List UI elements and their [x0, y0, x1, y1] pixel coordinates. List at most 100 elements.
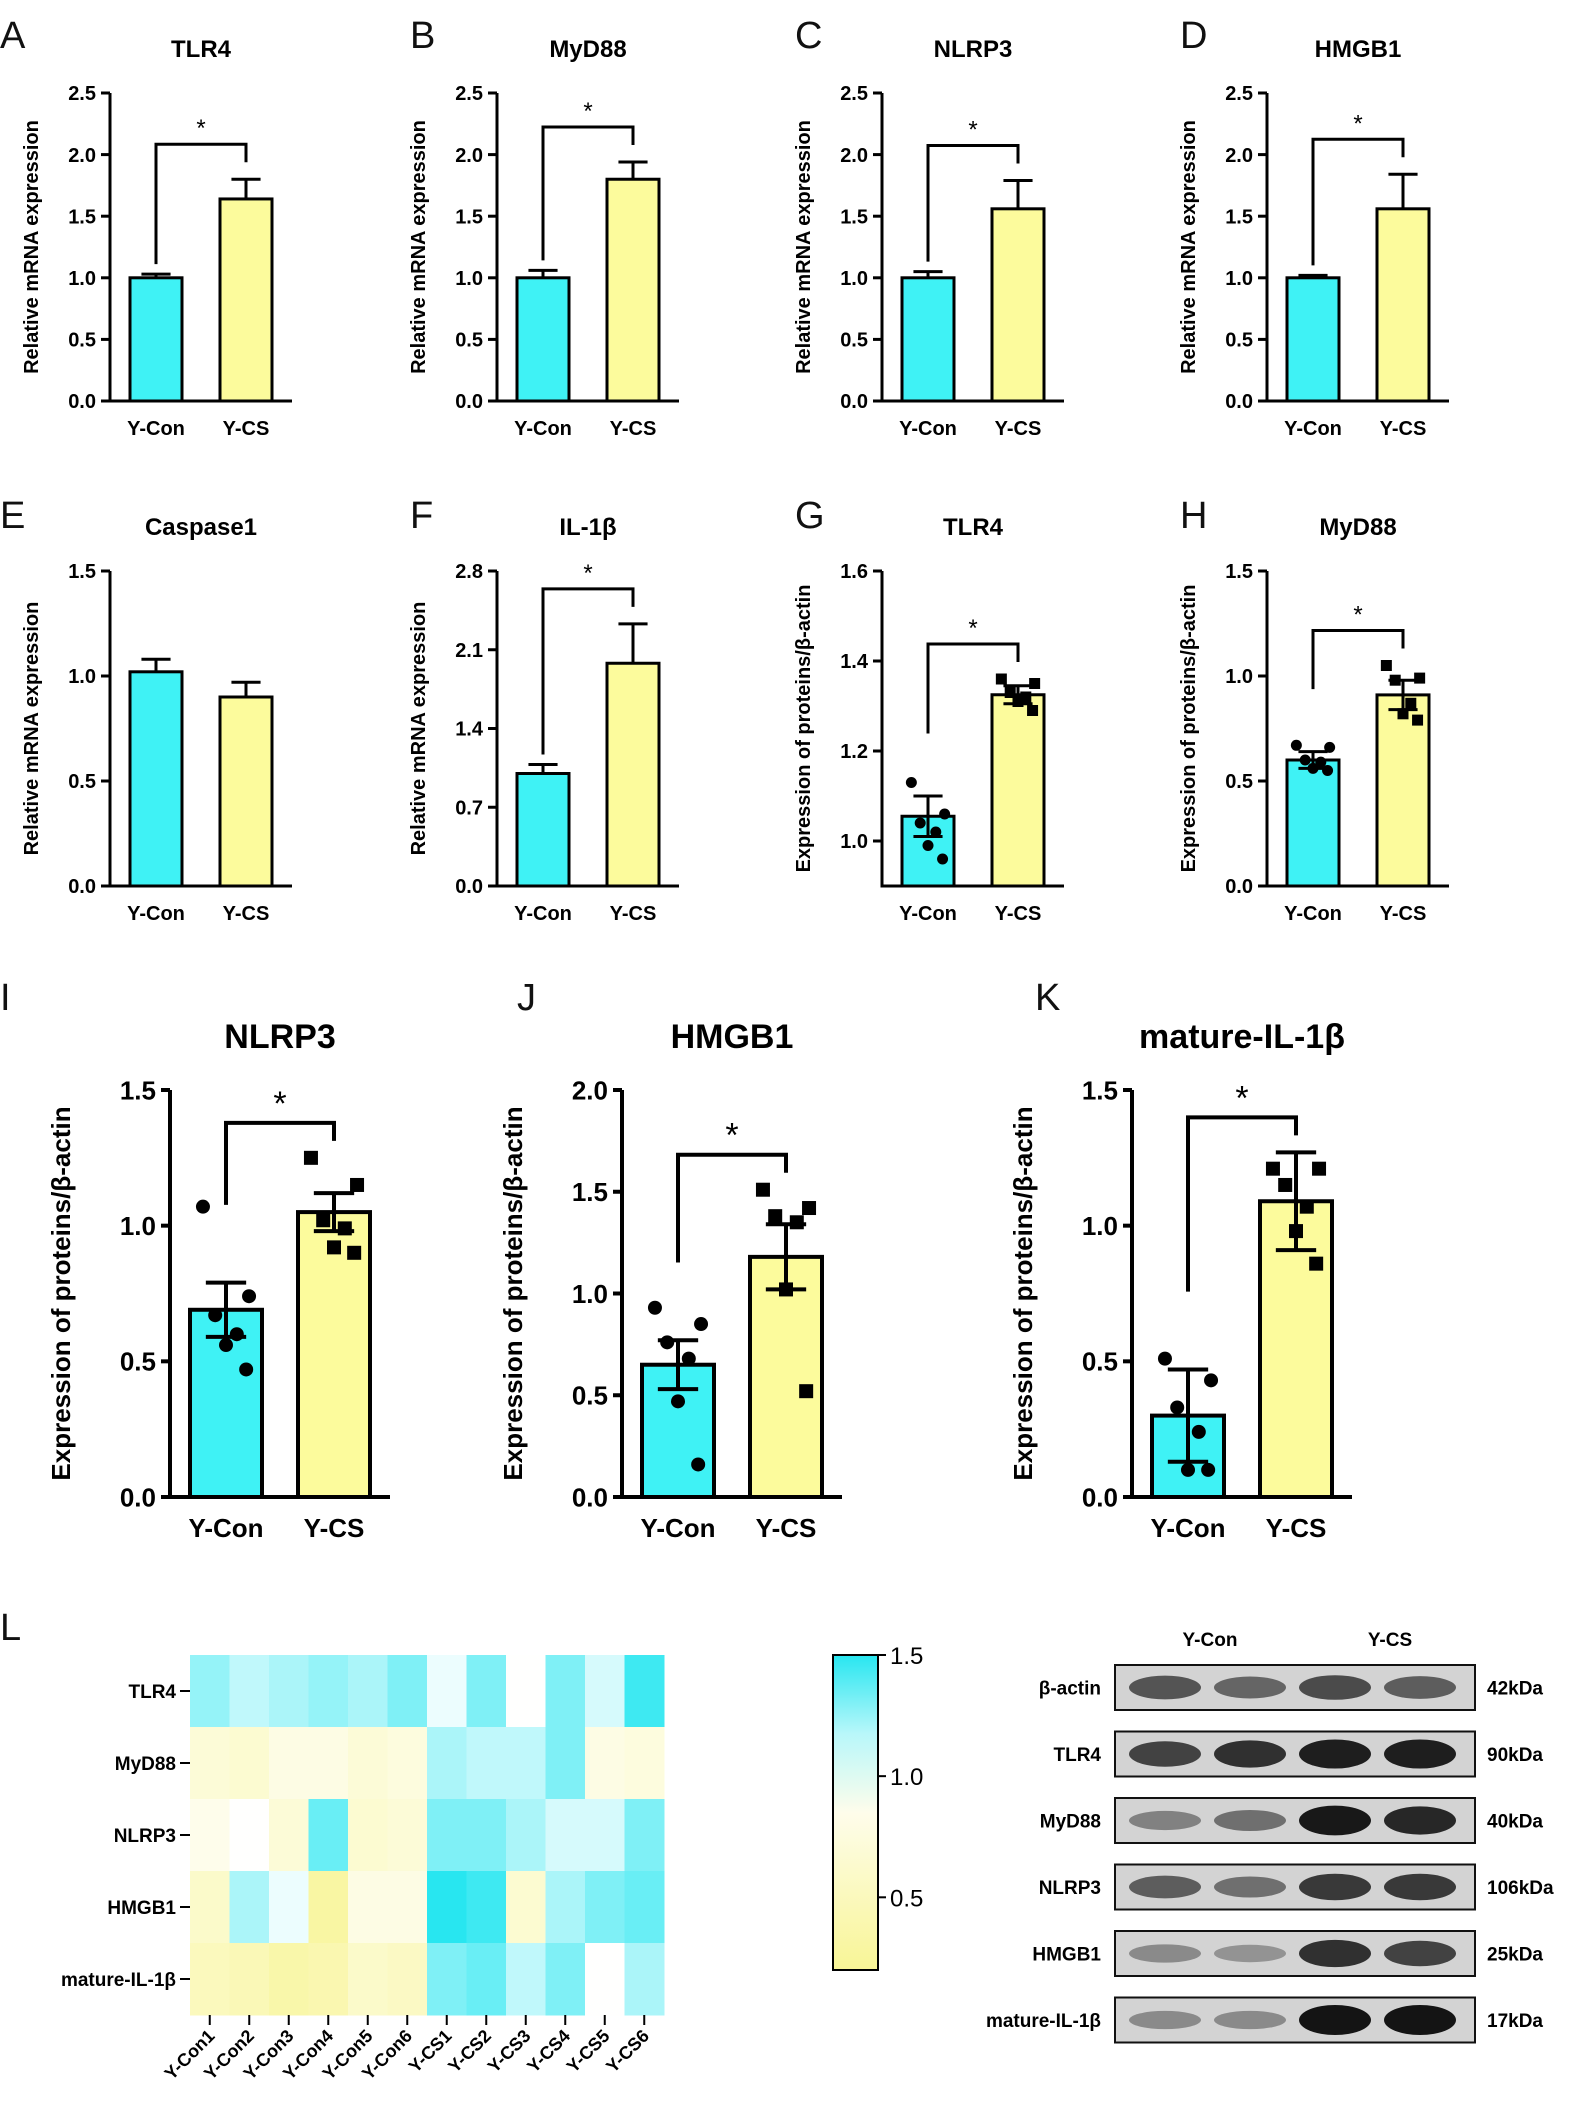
heatmap-row-label: HMGB1 — [107, 1898, 176, 1919]
blot-band — [1384, 1806, 1456, 1835]
heatmap-cell — [387, 1655, 428, 1728]
chart-j-y-label: Expression of proteins/β-actin — [498, 1106, 528, 1480]
panel-label-i: I — [0, 977, 11, 1019]
chart-h-x-tick-label: Y-Con — [1284, 903, 1342, 925]
chart-g-point-y-con — [922, 840, 934, 851]
heatmap-cell — [506, 1943, 546, 2016]
chart-h-point-y-cs — [1380, 660, 1392, 671]
chart-k-point-y-con — [1191, 1424, 1206, 1439]
chart-c-significance-mark: * — [968, 116, 977, 143]
heatmap-cell — [545, 1727, 586, 1800]
heatmap-cell — [348, 1871, 388, 1944]
chart-a-y-label: Relative mRNA expression — [21, 120, 43, 374]
blot-band — [1384, 1873, 1456, 1901]
blot-band — [1384, 1940, 1456, 1967]
chart-g-point-y-cs — [1020, 691, 1032, 703]
chart-i-y-tick-label: 1.5 — [120, 1075, 156, 1105]
chart-f-x-tick-label: Y-Con — [514, 903, 572, 925]
heatmap-cell — [229, 1727, 270, 1800]
chart-d-y-tick-label: 1.0 — [1225, 268, 1253, 290]
chart-d-y-tick-label: 2.0 — [1225, 145, 1253, 167]
chart-k-point-y-con — [1181, 1462, 1195, 1477]
chart-h-point-y-cs — [1405, 697, 1417, 709]
chart-j-x-tick-label: Y-CS — [756, 1513, 817, 1543]
chart-h-bar-y-con — [1285, 758, 1341, 888]
chart-g-y-tick-label: 1.4 — [840, 651, 869, 673]
heatmap-cell — [585, 1871, 625, 1944]
chart-j-point-y-con — [694, 1317, 709, 1332]
chart-a-y-tick-label: 0.5 — [68, 330, 96, 352]
chart-c-x-tick-label: Y-CS — [995, 418, 1042, 440]
chart-c-y-label: Relative mRNA expression — [793, 120, 815, 374]
chart-f-y-label: Relative mRNA expression — [408, 602, 430, 856]
heatmap-cell — [624, 1655, 665, 1728]
chart-e-bar-y-cs — [218, 695, 274, 888]
heatmap-cell — [624, 1799, 665, 1872]
heatmap-row-label: mature-IL-1β — [61, 1970, 176, 1991]
heatmap-cell — [545, 1871, 586, 1944]
heatmap-cell — [308, 1943, 349, 2016]
heatmap-cell — [427, 1799, 467, 1872]
blot-kda-label: 17kDa — [1487, 2011, 1543, 2032]
blot-band — [1384, 1676, 1456, 1699]
chart-i-x-tick-label: Y-Con — [188, 1513, 263, 1543]
chart-h-point-y-con — [1290, 739, 1302, 751]
chart-i-title: NLRP3 — [224, 1018, 335, 1056]
heatmap-cell — [269, 1799, 309, 1872]
chart-e-title: Caspase1 — [145, 514, 257, 541]
colorbar-tick-label: 1.0 — [890, 1764, 923, 1791]
chart-d-y-tick-label: 2.5 — [1225, 83, 1253, 105]
chart-j-title: HMGB1 — [671, 1018, 794, 1056]
heatmap-cell — [427, 1655, 467, 1728]
chart-k-point-y-con — [1201, 1462, 1216, 1477]
chart-k-point-y-cs — [1312, 1161, 1327, 1176]
chart-j-point-y-cs — [799, 1384, 814, 1399]
chart-a: TLR4 0.0 0.5 1.0 1.5 2.0 2.5 Relative mRNA expr… — [21, 36, 292, 440]
chart-j-point-y-cs — [768, 1209, 783, 1224]
chart-d-y-tick-label: 0.5 — [1225, 330, 1253, 352]
chart-i-y-tick-label: 1.0 — [120, 1211, 156, 1241]
chart-h-y-tick-label: 1.5 — [1225, 561, 1253, 583]
chart-k-y-tick-label: 1.0 — [1082, 1211, 1118, 1241]
panel-label-d: D — [1180, 15, 1207, 57]
heatmap-cell — [466, 1727, 507, 1800]
chart-i-y-tick-label: 0.0 — [120, 1482, 156, 1512]
heatmap-cell — [466, 1655, 507, 1728]
chart-e-y-tick-label: 0.5 — [68, 771, 96, 793]
chart-h-point-y-con — [1299, 754, 1311, 766]
blot-group-label-y-cs: Y-CS — [1368, 1630, 1412, 1651]
blot-band — [1129, 1944, 1201, 1963]
chart-i-point-y-cs — [303, 1150, 318, 1165]
chart-c-bar-y-cs — [990, 207, 1046, 403]
chart-d-significance-bracket — [1311, 137, 1405, 266]
blot-row-label: NLRP3 — [1039, 1878, 1101, 1899]
blot-band — [1214, 1740, 1286, 1768]
chart-j-point-y-cs — [802, 1201, 817, 1216]
chart-e: Caspase1 0.0 0.5 1.0 1.5 Relative mRNA expres… — [21, 514, 292, 925]
blot-band — [1214, 1876, 1286, 1898]
chart-d-significance-mark: * — [1353, 110, 1362, 137]
chart-g-y-tick-label: 1.6 — [840, 561, 868, 583]
blot-band — [1299, 2005, 1371, 2035]
chart-g-y-tick-label: 1.2 — [840, 741, 868, 763]
heatmap-cell — [506, 1727, 546, 1800]
chart-e-y-tick-label: 0.0 — [68, 876, 96, 898]
heatmap-row-label: MyD88 — [115, 1754, 176, 1775]
chart-c-y-tick-label: 1.5 — [840, 206, 868, 228]
chart-j: HMGB1 0.0 0.5 1.0 1.5 2.0 Expression of protei… — [498, 1018, 842, 1543]
blot-band — [1214, 1944, 1286, 1963]
panel-label-g: G — [795, 495, 825, 537]
heatmap-cell — [466, 1943, 507, 2016]
chart-e-y-tick-label: 1.5 — [68, 561, 96, 583]
heatmap-cell — [506, 1655, 546, 1728]
chart-k: mature-IL-1β 0.0 0.5 1.0 1.5 Expression of pr… — [1008, 1018, 1352, 1543]
heatmap-cell — [190, 1871, 230, 1944]
heatmap-cell — [585, 1943, 625, 2016]
blot-band — [1214, 2010, 1286, 2030]
chart-g-bar-y-cs — [990, 693, 1046, 888]
chart-j-point-y-cs — [789, 1215, 804, 1230]
chart-d-y-tick-label: 1.5 — [1225, 206, 1253, 228]
heatmap-cell — [624, 1727, 665, 1800]
heatmap-cell — [506, 1871, 546, 1944]
